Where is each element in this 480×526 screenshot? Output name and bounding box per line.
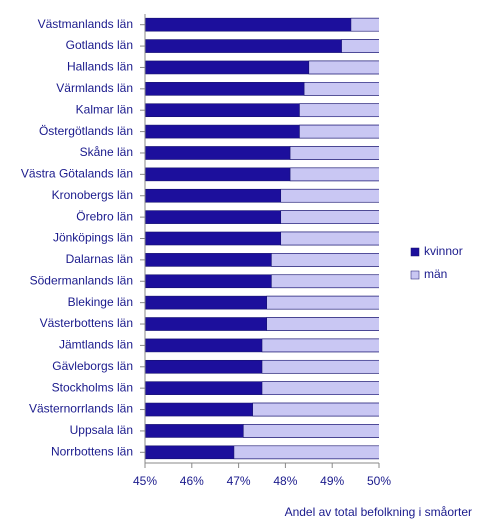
y-tick-label: Uppsala län (70, 423, 133, 437)
bar-segment (299, 103, 379, 118)
bar-segment (266, 295, 379, 310)
y-tick-label: Hallands län (67, 60, 133, 74)
plot-area (145, 17, 379, 460)
y-tick-label: Västerbottens län (40, 316, 133, 330)
bar-segment (261, 338, 379, 353)
y-tick-label: Kalmar län (76, 102, 133, 116)
bar-segment (289, 167, 379, 182)
y-tick-label: Östergötlands län (39, 124, 133, 138)
y-tick-label: Jämtlands län (59, 338, 133, 352)
bar-segment (145, 39, 379, 53)
legend-label: män (424, 267, 447, 281)
y-tick-label: Blekinge län (68, 295, 133, 309)
y-tick-label: Värmlands län (56, 81, 133, 95)
y-tick-label: Gotlands län (66, 38, 133, 52)
x-tick-label: 50% (367, 474, 391, 488)
bar-segment (242, 424, 379, 438)
bar-segment (266, 317, 379, 331)
bar-segment (252, 402, 379, 417)
y-tick-label: Gävleborgs län (52, 359, 133, 373)
y-tick-label: Jönköpings län (53, 231, 133, 245)
y-tick-label: Södermanlands län (30, 273, 133, 287)
y-tick-label: Skåne län (80, 145, 133, 159)
x-tick-label: 45% (133, 474, 157, 488)
y-tick-label: Dalarnas län (66, 252, 133, 266)
legend-swatch (410, 247, 420, 257)
y-tick-label: Västernorrlands län (29, 402, 133, 416)
bar-segment (261, 381, 379, 395)
x-tick-label: 46% (180, 474, 204, 488)
bar-segment (261, 359, 379, 374)
bar-segment (233, 445, 379, 460)
bar-segment (299, 124, 379, 139)
bar-segment (280, 231, 379, 246)
bar-segment (308, 60, 379, 75)
bar-segment (303, 82, 379, 96)
bar-segment (145, 17, 379, 32)
y-tick-label: Västra Götalands län (21, 167, 133, 181)
y-tick-label: Norrbottens län (51, 444, 133, 458)
legend-label: kvinnor (424, 244, 463, 258)
bar-segment (280, 210, 379, 224)
bar-segment (289, 146, 379, 160)
bar-segment (350, 17, 379, 32)
y-tick-label: Stockholms län (52, 380, 133, 394)
y-tick-label: Örebro län (76, 209, 133, 223)
x-tick-label: 49% (320, 474, 344, 488)
bar-segment (271, 274, 379, 289)
bar-segment (341, 39, 379, 53)
x-tick-label: 48% (273, 474, 297, 488)
y-tick-label: Kronobergs län (52, 188, 133, 202)
bar-segment (271, 253, 379, 267)
legend-swatch (410, 270, 420, 280)
x-tick-label: 47% (227, 474, 251, 488)
x-axis-title: Andel av total befolkning i småorter (285, 505, 472, 519)
bar-segment (280, 188, 379, 203)
y-tick-label: Västmanlands län (38, 17, 133, 31)
